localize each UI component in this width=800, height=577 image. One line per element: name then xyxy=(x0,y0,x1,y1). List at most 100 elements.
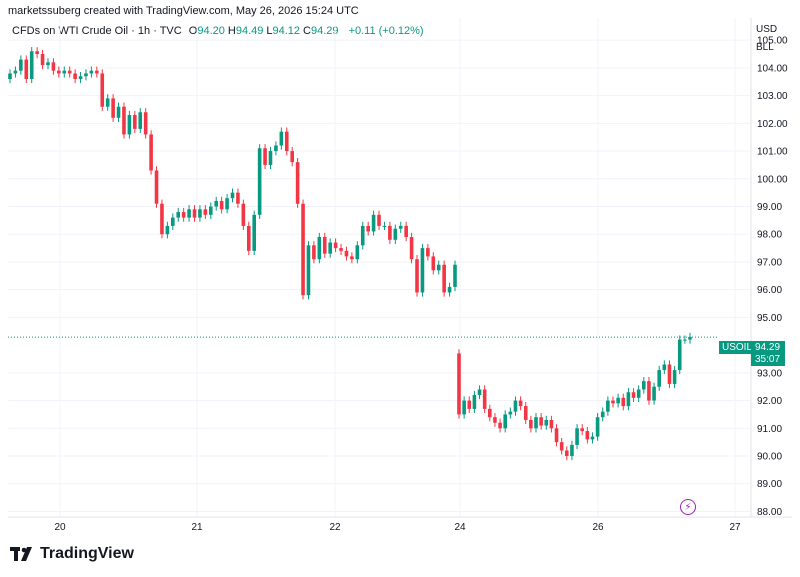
candle-body xyxy=(431,256,436,271)
price-tick-label: 99.00 xyxy=(757,202,782,213)
candle-body xyxy=(350,256,354,260)
candle-body xyxy=(279,131,284,146)
price-tick-label: 105.00 xyxy=(757,36,788,47)
candle-body xyxy=(95,70,99,74)
candle-body xyxy=(62,70,67,74)
candle-body xyxy=(554,428,559,443)
price-tick-label: 104.00 xyxy=(757,63,788,74)
price-tick-label: 95.00 xyxy=(757,313,782,324)
candle-body xyxy=(127,115,132,135)
candle-body xyxy=(160,203,164,235)
candle-body xyxy=(600,411,605,418)
price-tick-label: 93.00 xyxy=(757,368,782,379)
candle-body xyxy=(111,98,115,118)
price-tick-label: 97.00 xyxy=(757,257,782,268)
grid-lines xyxy=(8,18,750,517)
time-axis[interactable]: 20 21 22 24 26 27 xyxy=(54,522,741,533)
candle-body xyxy=(488,408,492,418)
candle-body xyxy=(360,225,365,246)
candle-body xyxy=(388,225,392,240)
candle-body xyxy=(105,98,110,107)
price-axis[interactable]: 105.00 104.00 103.00 102.00 101.00 100.00 99.0… xyxy=(757,36,788,518)
candle-body xyxy=(606,400,610,412)
candle-body xyxy=(518,400,523,407)
candle-body xyxy=(8,73,12,79)
candle-body xyxy=(585,431,590,440)
candle-body xyxy=(78,76,83,79)
candle-body xyxy=(672,370,677,384)
candle-body xyxy=(636,389,641,398)
time-tick-label: 20 xyxy=(54,522,66,533)
candle-body xyxy=(462,400,466,415)
candle-body xyxy=(621,397,626,407)
price-tick-label: 98.00 xyxy=(757,230,782,241)
price-tick-label: 102.00 xyxy=(757,119,788,130)
candle-body xyxy=(19,59,23,71)
time-tick-label: 27 xyxy=(729,522,741,533)
candle-body xyxy=(252,214,257,251)
candle-body xyxy=(371,214,376,232)
candle-body xyxy=(575,428,579,445)
time-tick-label: 26 xyxy=(592,522,604,533)
candle-body xyxy=(344,250,349,257)
candle-body xyxy=(662,364,667,371)
candle-body xyxy=(268,151,273,165)
candle-body xyxy=(165,225,170,235)
candlestick-chart[interactable]: 105.00 104.00 103.00 102.00 101.00 100.00 99.0… xyxy=(0,0,800,545)
candle-body xyxy=(122,106,126,135)
symbol-title[interactable]: CFDs on WTI Crude Oil · 1h · TVC xyxy=(12,25,182,37)
candle-body xyxy=(181,212,186,218)
candle-body xyxy=(513,400,518,412)
candle-body xyxy=(89,70,94,74)
unit-label[interactable]: BLL xyxy=(756,42,774,53)
candle-body xyxy=(677,339,682,371)
candle-body xyxy=(24,59,29,79)
candle-body xyxy=(590,436,595,440)
candle-body xyxy=(544,419,549,426)
candle-body xyxy=(198,209,202,218)
candle-body xyxy=(457,353,461,415)
candle-body xyxy=(219,200,224,210)
price-tick-label: 91.00 xyxy=(757,424,782,435)
candle-body xyxy=(214,200,219,207)
candle-body xyxy=(312,245,316,260)
candle-body xyxy=(642,381,646,390)
symbol-legend: CFDs on WTI Crude Oil · 1h · TVC O94.20 H… xyxy=(12,25,428,37)
candle-body xyxy=(477,389,482,396)
candle-body xyxy=(328,242,332,254)
flash-icon[interactable]: ⚡ xyxy=(680,499,696,515)
candle-body xyxy=(508,411,513,415)
candle-body xyxy=(192,209,197,218)
tradingview-logo[interactable]: TradingView xyxy=(10,545,134,563)
candle-body xyxy=(616,397,620,404)
candle-body xyxy=(415,259,419,293)
brand-name: TradingView xyxy=(40,545,134,562)
currency-label[interactable]: USD xyxy=(756,24,778,35)
candle-body xyxy=(13,70,18,74)
price-tick-label: 89.00 xyxy=(757,479,782,490)
candle-body xyxy=(611,400,615,404)
candle-body xyxy=(652,386,656,401)
candle-body xyxy=(241,203,246,226)
candle-countdown: 35:07 xyxy=(751,353,785,366)
candle-body xyxy=(595,417,600,437)
candle-body xyxy=(203,209,208,215)
candle-body xyxy=(230,192,235,199)
candle-body xyxy=(51,62,56,71)
candle-body xyxy=(100,73,105,107)
candle-body xyxy=(154,170,159,204)
candle-body xyxy=(667,364,672,384)
candle-body xyxy=(29,51,34,79)
candle-body xyxy=(570,444,574,457)
candle-body xyxy=(284,131,289,152)
candle-body xyxy=(208,206,213,215)
candle-body xyxy=(84,73,88,77)
candle-body xyxy=(133,115,137,129)
candle-body xyxy=(436,264,441,271)
candle-body xyxy=(442,264,446,293)
candle-body xyxy=(40,54,45,66)
time-tick-label: 21 xyxy=(191,522,203,533)
candle-body xyxy=(453,264,457,287)
candle-body xyxy=(246,225,251,251)
candle-body xyxy=(290,151,294,163)
